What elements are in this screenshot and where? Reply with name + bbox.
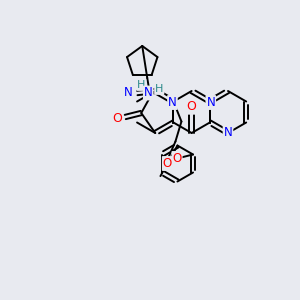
Text: O: O — [187, 100, 196, 113]
Text: N: N — [124, 86, 133, 100]
Text: N: N — [206, 96, 215, 109]
Text: N: N — [168, 96, 177, 109]
Text: H: H — [137, 80, 146, 90]
Text: N: N — [144, 86, 153, 100]
Text: O: O — [163, 157, 172, 170]
Text: O: O — [172, 152, 182, 165]
Text: N: N — [224, 127, 232, 140]
Text: O: O — [112, 112, 122, 125]
Text: H: H — [155, 84, 164, 94]
